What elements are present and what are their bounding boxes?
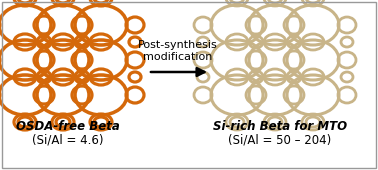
Text: OSDA-free Beta: OSDA-free Beta [16,120,120,132]
Text: modification: modification [143,52,213,62]
Text: Post-synthesis: Post-synthesis [138,40,218,50]
Text: Si-rich Beta for MTO: Si-rich Beta for MTO [213,120,347,132]
Text: (Si/Al = 50 – 204): (Si/Al = 50 – 204) [228,133,332,147]
Text: (Si/Al = 4.6): (Si/Al = 4.6) [32,133,104,147]
